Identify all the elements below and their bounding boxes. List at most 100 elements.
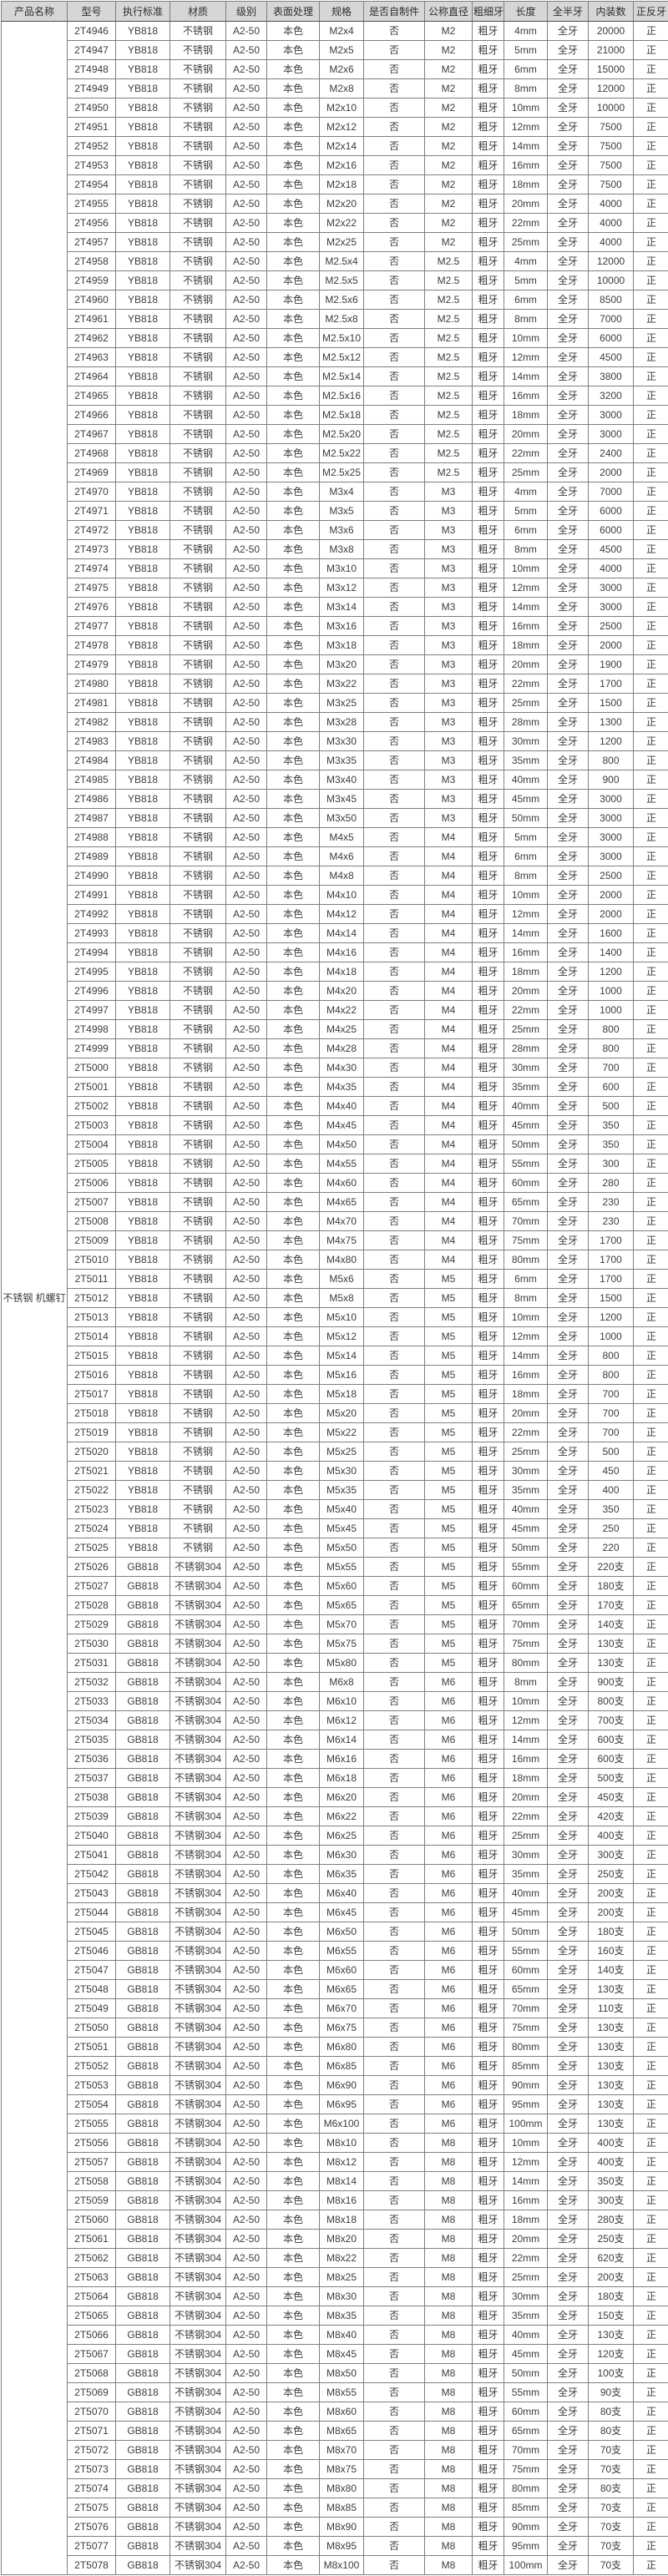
cell-nominal-diameter: M3 (425, 713, 473, 732)
cell-length: 8mm (504, 540, 548, 559)
cell-surface-finish: 本色 (267, 1442, 320, 1462)
cell-full-half-thread: 全牙 (548, 559, 589, 578)
cell-nominal-diameter: M5 (425, 1634, 473, 1654)
cell-grade: A2-50 (226, 1942, 267, 1961)
cell-material: 不锈钢304 (170, 2230, 226, 2249)
cell-material: 不锈钢 (170, 79, 226, 98)
cell-length: 55mm (504, 1942, 548, 1961)
cell-coarse-fine-thread: 粗牙 (473, 1327, 504, 1346)
cell-is-self-made: 否 (364, 694, 425, 713)
cell-nominal-diameter: M3 (425, 502, 473, 521)
cell-thread-direction: 正 (634, 1250, 668, 1270)
cell-surface-finish: 本色 (267, 905, 320, 924)
cell-length: 70mm (504, 2441, 548, 2460)
cell-model: 2T5062 (68, 2249, 116, 2268)
cell-full-half-thread: 全牙 (548, 1462, 589, 1481)
cell-thread-direction: 正 (634, 1807, 668, 1826)
cell-nominal-diameter: M2 (425, 175, 473, 194)
cell-thread-direction: 正 (634, 905, 668, 924)
cell-material: 不锈钢304 (170, 1769, 226, 1788)
cell-is-self-made: 否 (364, 290, 425, 310)
cell-material: 不锈钢 (170, 770, 226, 790)
cell-nominal-diameter: M2.5 (425, 310, 473, 329)
cell-inner-pack-qty: 230 (589, 1212, 634, 1231)
cell-coarse-fine-thread: 粗牙 (473, 2249, 504, 2268)
cell-is-self-made: 否 (364, 233, 425, 252)
cell-thread-direction: 正 (634, 252, 668, 271)
cell-inner-pack-qty: 700 (589, 1058, 634, 1078)
cell-grade: A2-50 (226, 1020, 267, 1039)
cell-surface-finish: 本色 (267, 1865, 320, 1884)
cell-grade: A2-50 (226, 1922, 267, 1942)
cell-is-self-made: 否 (364, 1500, 425, 1519)
cell-inner-pack-qty: 6000 (589, 329, 634, 348)
cell-model: 2T5040 (68, 1826, 116, 1846)
cell-exec-standard: YB818 (116, 118, 170, 137)
cell-nominal-diameter: M6 (425, 1903, 473, 1922)
cell-model: 2T4993 (68, 924, 116, 943)
cell-material: 不锈钢 (170, 310, 226, 329)
cell-nominal-diameter: M4 (425, 1001, 473, 1020)
cell-material: 不锈钢304 (170, 2018, 226, 2038)
cell-full-half-thread: 全牙 (548, 1961, 589, 1980)
cell-grade: A2-50 (226, 1154, 267, 1174)
cell-exec-standard: YB818 (116, 1154, 170, 1174)
cell-spec: M8x45 (320, 2345, 364, 2364)
cell-nominal-diameter: M4 (425, 1231, 473, 1250)
cell-surface-finish: 本色 (267, 2306, 320, 2326)
cell-material: 不锈钢304 (170, 1807, 226, 1826)
cell-exec-standard: GB818 (116, 2114, 170, 2134)
cell-grade: A2-50 (226, 770, 267, 790)
cell-full-half-thread: 全牙 (548, 1078, 589, 1097)
cell-is-self-made: 否 (364, 194, 425, 214)
cell-model: 2T5020 (68, 1442, 116, 1462)
cell-coarse-fine-thread: 粗牙 (473, 905, 504, 924)
cell-coarse-fine-thread: 粗牙 (473, 2518, 504, 2537)
cell-inner-pack-qty: 3800 (589, 367, 634, 386)
cell-inner-pack-qty: 8500 (589, 290, 634, 310)
cell-grade: A2-50 (226, 1078, 267, 1097)
cell-grade: A2-50 (226, 521, 267, 540)
cell-grade: A2-50 (226, 2095, 267, 2114)
cell-length: 40mm (504, 2326, 548, 2345)
cell-grade: A2-50 (226, 2076, 267, 2095)
cell-inner-pack-qty: 700 (589, 1385, 634, 1404)
cell-nominal-diameter: M2 (425, 60, 473, 79)
cell-coarse-fine-thread: 粗牙 (473, 1250, 504, 1270)
cell-grade: A2-50 (226, 2287, 267, 2306)
cell-surface-finish: 本色 (267, 1577, 320, 1596)
cell-surface-finish: 本色 (267, 425, 320, 444)
cell-is-self-made: 否 (364, 924, 425, 943)
cell-model: 2T4988 (68, 828, 116, 847)
cell-spec: M6x22 (320, 1807, 364, 1826)
cell-inner-pack-qty: 200支 (589, 2268, 634, 2287)
cell-surface-finish: 本色 (267, 1846, 320, 1865)
cell-nominal-diameter: M6 (425, 1807, 473, 1826)
cell-grade: A2-50 (226, 2172, 267, 2191)
cell-inner-pack-qty: 3000 (589, 809, 634, 828)
cell-coarse-fine-thread: 粗牙 (473, 636, 504, 655)
cell-spec: M3x6 (320, 521, 364, 540)
cell-is-self-made: 否 (364, 2038, 425, 2057)
cell-is-self-made: 否 (364, 1346, 425, 1366)
cell-material: 不锈钢 (170, 847, 226, 866)
cell-full-half-thread: 全牙 (548, 1327, 589, 1346)
header-length: 长度 (504, 2, 548, 22)
cell-inner-pack-qty: 130支 (589, 2018, 634, 2038)
cell-surface-finish: 本色 (267, 2038, 320, 2057)
cell-spec: M6x25 (320, 1826, 364, 1846)
cell-model: 2T5060 (68, 2210, 116, 2230)
cell-is-self-made: 否 (364, 1078, 425, 1097)
